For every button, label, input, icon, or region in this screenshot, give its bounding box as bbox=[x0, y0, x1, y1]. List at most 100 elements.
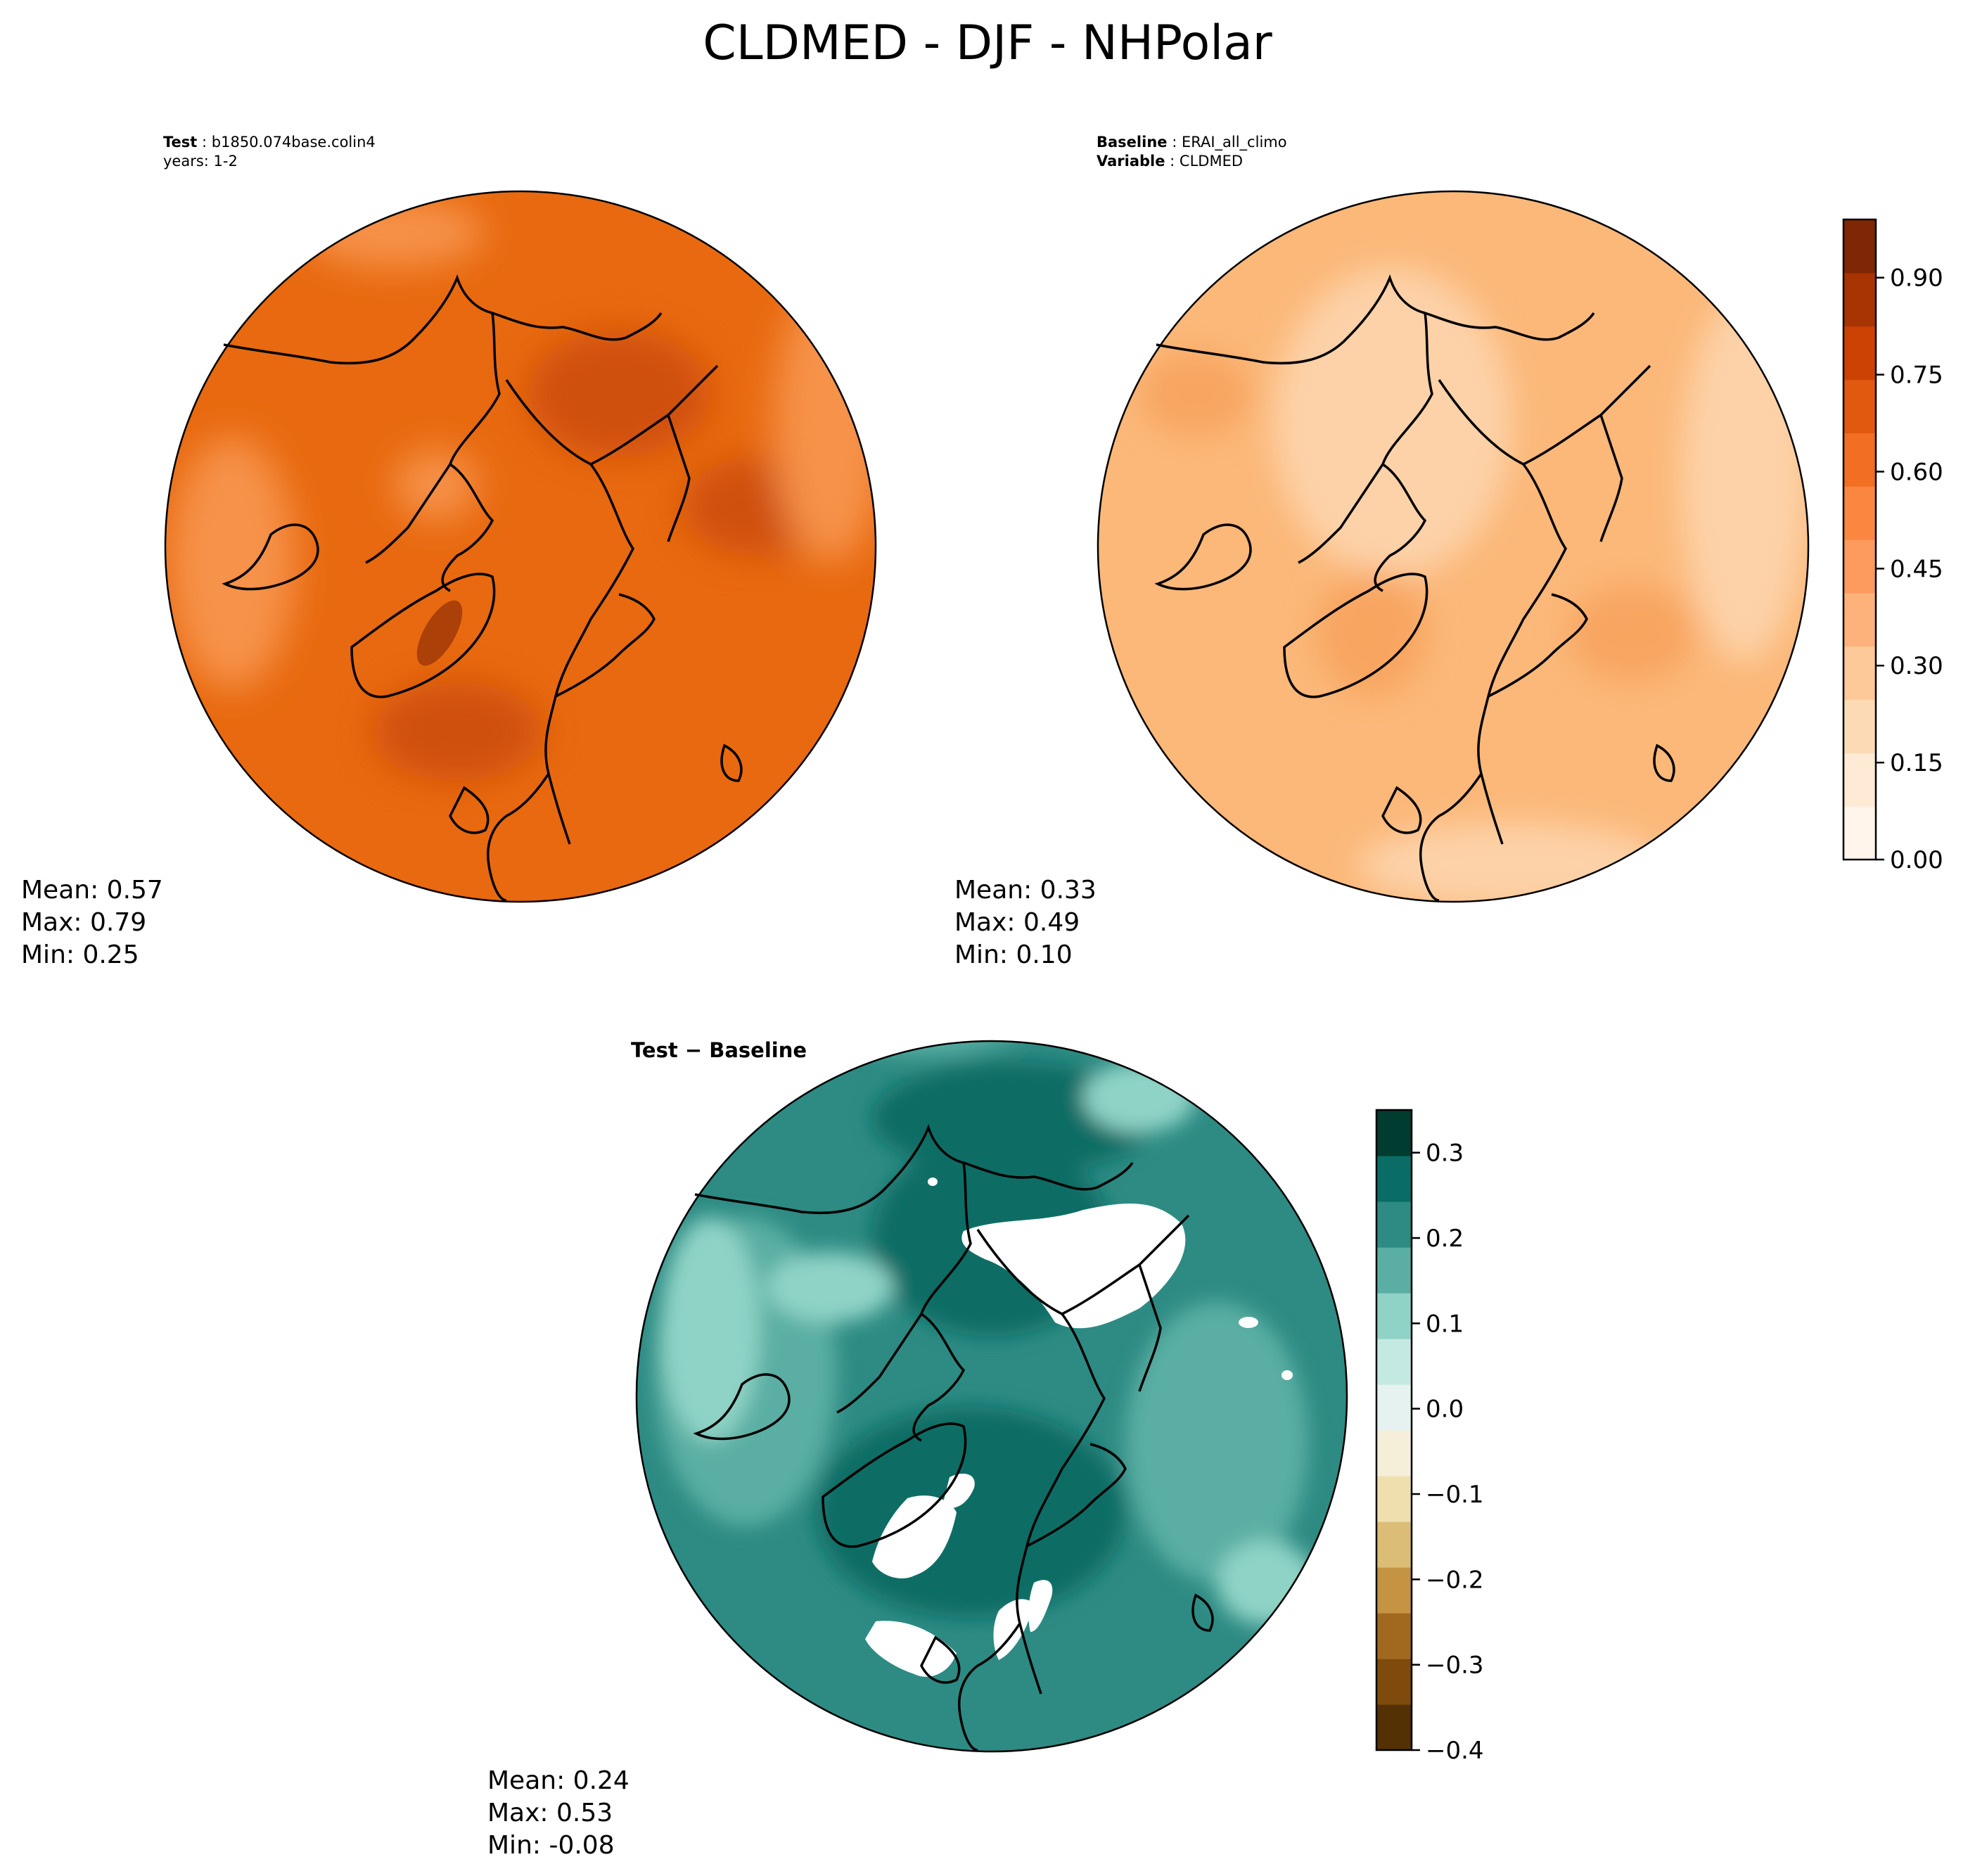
oranges-colorbar-segment bbox=[1843, 326, 1876, 381]
baseline-blob bbox=[1681, 295, 1808, 661]
brbg-colorbar-tick-label: 0.3 bbox=[1426, 1140, 1464, 1168]
diff-map bbox=[637, 1041, 1347, 1751]
brbg-colorbar-segment bbox=[1376, 1521, 1412, 1568]
variable-label-line: Variable : CLDMED bbox=[1097, 153, 1243, 170]
oranges-colorbar-segment bbox=[1843, 806, 1876, 860]
test-panel: Test : b1850.074base.colin4 years: 1-2 bbox=[21, 134, 877, 969]
diff-mask bbox=[872, 1495, 957, 1578]
brbg-colorbar-segment bbox=[1376, 1110, 1412, 1156]
oranges-colorbar-segment bbox=[1843, 219, 1876, 274]
oranges-colorbar-segment bbox=[1843, 753, 1876, 807]
oranges-colorbar: 0.00 0.15 0.30 0.45 0.60 0.75 0.90 bbox=[1842, 218, 1943, 874]
baseline-min: Min: 0.10 bbox=[954, 940, 1073, 969]
baseline-coastlines bbox=[1154, 274, 1675, 902]
oranges-colorbar-segment bbox=[1843, 540, 1876, 594]
baseline-label: Baseline bbox=[1097, 134, 1168, 151]
oranges-colorbar-tick-label: 0.30 bbox=[1890, 652, 1943, 680]
oranges-colorbar-segment bbox=[1843, 646, 1876, 701]
oranges-colorbar-tick-label: 0.15 bbox=[1890, 749, 1943, 777]
baseline-map-boundary bbox=[1097, 190, 1810, 903]
oranges-colorbar-tick-label: 0.75 bbox=[1890, 362, 1943, 390]
brbg-colorbar-segment bbox=[1376, 1247, 1412, 1294]
oranges-colorbar-segment bbox=[1843, 699, 1876, 753]
diff-blob bbox=[1125, 1301, 1308, 1583]
test-map bbox=[165, 191, 876, 902]
brbg-colorbar-tick-label: −0.2 bbox=[1426, 1566, 1484, 1594]
variable-name: CLDMED bbox=[1180, 153, 1243, 170]
oranges-colorbar-segment bbox=[1843, 592, 1876, 647]
test-blob bbox=[774, 281, 876, 563]
brbg-colorbar-segment bbox=[1376, 1659, 1412, 1705]
diff-blob bbox=[661, 1217, 760, 1442]
oranges-colorbar-frame bbox=[1842, 218, 1877, 861]
brbg-colorbar-segment bbox=[1376, 1201, 1412, 1248]
oranges-colorbar-segment bbox=[1843, 272, 1876, 327]
test-years: years: 1-2 bbox=[163, 153, 238, 170]
brbg-colorbar-tick-label: 0.0 bbox=[1426, 1396, 1464, 1424]
diff-blob bbox=[816, 1407, 1125, 1618]
test-coastlines bbox=[222, 274, 743, 902]
oranges-colorbar-tick-label: 0.45 bbox=[1890, 555, 1943, 583]
brbg-colorbar-segment bbox=[1376, 1430, 1412, 1476]
test-blob bbox=[302, 197, 485, 267]
variable-label: Variable bbox=[1097, 153, 1165, 170]
diff-panel: Test − Baseline bbox=[487, 1038, 1348, 1860]
brbg-colorbar-segment bbox=[1376, 1567, 1412, 1614]
brbg-colorbar-frame bbox=[1375, 1109, 1413, 1751]
brbg-colorbar-segment bbox=[1376, 1476, 1412, 1522]
test-map-field bbox=[169, 197, 876, 781]
diff-mask bbox=[1028, 1580, 1053, 1632]
diff-mask bbox=[928, 1178, 938, 1186]
brbg-colorbar-tick-label: −0.3 bbox=[1426, 1652, 1484, 1680]
baseline-name: ERAI_all_climo bbox=[1182, 134, 1287, 151]
baseline-blob bbox=[1315, 570, 1428, 696]
brbg-colorbar-segment bbox=[1376, 1156, 1412, 1202]
oranges-colorbar-segment bbox=[1843, 379, 1876, 433]
test-blob bbox=[169, 436, 295, 689]
brbg-colorbar-segment bbox=[1376, 1384, 1412, 1431]
test-map-boundary bbox=[164, 190, 877, 903]
brbg-colorbar-segment bbox=[1376, 1293, 1412, 1339]
diff-masked-regions bbox=[865, 1178, 1293, 1677]
baseline-blob bbox=[1357, 823, 1667, 902]
baseline-map-field bbox=[1139, 267, 1808, 902]
diff-mask bbox=[942, 1474, 975, 1508]
diff-max: Max: 0.53 bbox=[487, 1799, 613, 1827]
oranges-colorbar-tick-label: 0.90 bbox=[1890, 264, 1943, 293]
baseline-mean: Mean: 0.33 bbox=[954, 876, 1097, 905]
diff-blob bbox=[872, 1062, 1153, 1175]
test-mean: Mean: 0.57 bbox=[21, 876, 163, 905]
baseline-max: Max: 0.49 bbox=[954, 908, 1080, 937]
diff-mean: Mean: 0.24 bbox=[487, 1766, 629, 1795]
baseline-label-line: Baseline : ERAI_all_climo bbox=[1097, 134, 1287, 151]
test-max: Max: 0.79 bbox=[21, 908, 146, 937]
brbg-colorbar-tick-label: 0.2 bbox=[1426, 1225, 1464, 1253]
brbg-colorbar-segment bbox=[1376, 1339, 1412, 1385]
test-label-line: Test : b1850.074base.colin4 bbox=[163, 134, 376, 151]
diff-mask bbox=[1281, 1370, 1293, 1380]
brbg-colorbar-tick-label: −0.1 bbox=[1426, 1481, 1484, 1509]
test-blob bbox=[373, 682, 542, 781]
test-label: Test bbox=[163, 134, 197, 151]
brbg-colorbar-segment bbox=[1376, 1704, 1412, 1751]
test-maximum-spot bbox=[416, 600, 463, 666]
figure-title: CLDMED - DJF - NHPolar bbox=[703, 15, 1272, 71]
baseline-panel: Baseline : ERAI_all_climo Variable : CLD… bbox=[954, 134, 1810, 969]
brbg-colorbar-segment bbox=[1376, 1613, 1412, 1659]
diff-mask bbox=[865, 1621, 957, 1677]
diff-coastlines bbox=[693, 1123, 1214, 1751]
test-blob bbox=[528, 331, 710, 457]
baseline-map bbox=[1098, 191, 1808, 902]
baseline-blob bbox=[1139, 352, 1252, 436]
oranges-colorbar-tick-label: 0.00 bbox=[1890, 846, 1943, 874]
diff-map-boundary bbox=[635, 1040, 1348, 1753]
test-min: Min: 0.25 bbox=[21, 940, 139, 969]
test-name: b1850.074base.colin4 bbox=[212, 134, 376, 151]
oranges-colorbar-tick-label: 0.60 bbox=[1890, 458, 1943, 486]
baseline-blob bbox=[1568, 584, 1695, 682]
diff-blob bbox=[1217, 1540, 1315, 1625]
brbg-colorbar-tick-label: 0.1 bbox=[1426, 1310, 1464, 1338]
oranges-colorbar-segment bbox=[1843, 486, 1876, 540]
diff-mask bbox=[961, 1204, 1186, 1329]
